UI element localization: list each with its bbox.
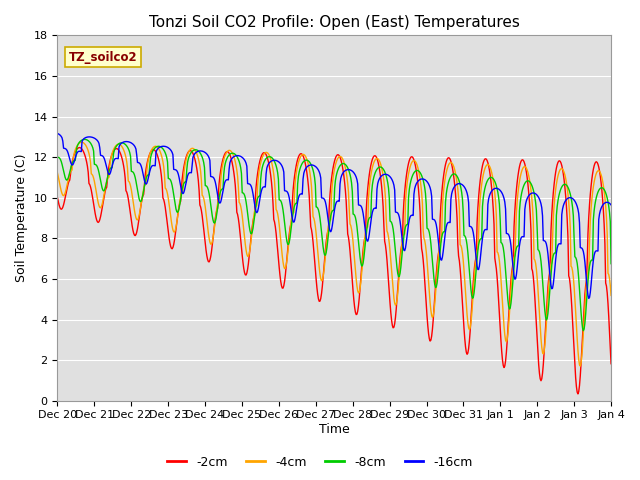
Title: Tonzi Soil CO2 Profile: Open (East) Temperatures: Tonzi Soil CO2 Profile: Open (East) Temp… (148, 15, 520, 30)
X-axis label: Time: Time (319, 423, 349, 436)
Text: TZ_soilco2: TZ_soilco2 (68, 51, 137, 64)
Y-axis label: Soil Temperature (C): Soil Temperature (C) (15, 154, 28, 282)
Legend: -2cm, -4cm, -8cm, -16cm: -2cm, -4cm, -8cm, -16cm (163, 451, 477, 474)
